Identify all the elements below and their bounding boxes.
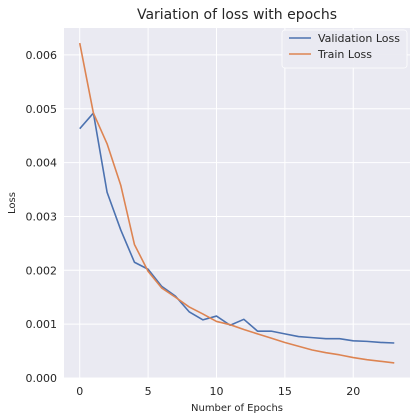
plot-area <box>64 28 410 378</box>
y-tick-label: 0.001 <box>26 318 58 331</box>
legend-box <box>281 29 408 69</box>
x-tick-label: 10 <box>209 385 223 398</box>
y-tick-label: 0.006 <box>26 49 58 62</box>
x-tick-label: 5 <box>145 385 152 398</box>
legend: Validation Loss Train Loss <box>281 29 408 69</box>
y-tick-label: 0.005 <box>26 103 58 116</box>
series-lines <box>78 42 395 364</box>
y-tick-label: 0.004 <box>26 157 58 170</box>
grid-lines <box>64 28 410 379</box>
y-tick-label: 0.003 <box>26 210 58 223</box>
y-axis-label: Loss <box>7 192 18 214</box>
x-tick-label: 20 <box>346 385 360 398</box>
train-loss-line <box>78 42 395 364</box>
x-tick-label: 15 <box>278 385 292 398</box>
validation-loss-line <box>79 112 395 344</box>
tick-labels: 0 5 10 15 20 0.000 0.001 0.002 0.003 0.004 0.005 0.… <box>26 49 361 398</box>
y-tick-label: 0.000 <box>26 372 58 385</box>
legend-label-validation: Validation Loss <box>318 32 400 45</box>
legend-label-train: Train Loss <box>317 48 372 61</box>
x-axis-label: Number of Epochs <box>191 403 283 414</box>
y-tick-label: 0.002 <box>26 264 58 277</box>
x-tick-label: 0 <box>76 385 83 398</box>
chart-title: Variation of loss with epochs <box>137 7 337 23</box>
